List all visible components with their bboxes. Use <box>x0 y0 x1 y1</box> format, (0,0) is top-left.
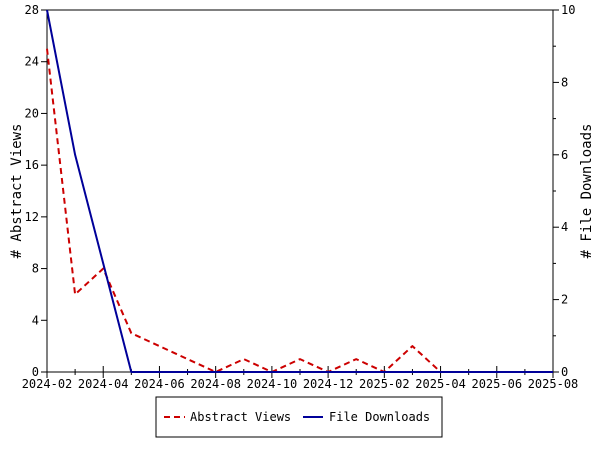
x-tick-label: 2024-06 <box>134 377 185 391</box>
x-tick-label: 2025-06 <box>471 377 522 391</box>
plot-area <box>47 10 553 372</box>
right-y-tick-label: 10 <box>561 3 575 17</box>
left-y-tick-label: 24 <box>25 55 39 69</box>
x-tick-label: 2024-08 <box>190 377 241 391</box>
left-y-tick-label: 16 <box>25 158 39 172</box>
right-y-tick-label: 2 <box>561 293 568 307</box>
left-y-tick-label: 28 <box>25 3 39 17</box>
legend-label-file-downloads: File Downloads <box>329 410 430 424</box>
x-tick-label: 2025-08 <box>528 377 579 391</box>
x-tick-label: 2025-02 <box>359 377 410 391</box>
x-tick-label: 2024-04 <box>78 377 129 391</box>
right-y-tick-label: 8 <box>561 75 568 89</box>
left-y-tick-label: 20 <box>25 106 39 120</box>
legend-label-abstract-views: Abstract Views <box>190 410 291 424</box>
legend: Abstract Views File Downloads <box>156 397 442 437</box>
left-y-tick-label: 8 <box>32 262 39 276</box>
left-y-tick-label: 12 <box>25 210 39 224</box>
left-axis-title: # Abstract Views <box>9 124 25 259</box>
x-tick-label: 2024-10 <box>247 377 298 391</box>
plot-frame <box>47 10 553 372</box>
left-y-tick-label: 4 <box>32 313 39 327</box>
x-tick-label: 2025-04 <box>415 377 466 391</box>
x-tick-label: 2024-12 <box>303 377 354 391</box>
right-y-tick-label: 6 <box>561 148 568 162</box>
x-tick-label: 2024-02 <box>22 377 73 391</box>
right-y-tick-label: 4 <box>561 220 568 234</box>
right-axis-title: # File Downloads <box>579 124 595 259</box>
